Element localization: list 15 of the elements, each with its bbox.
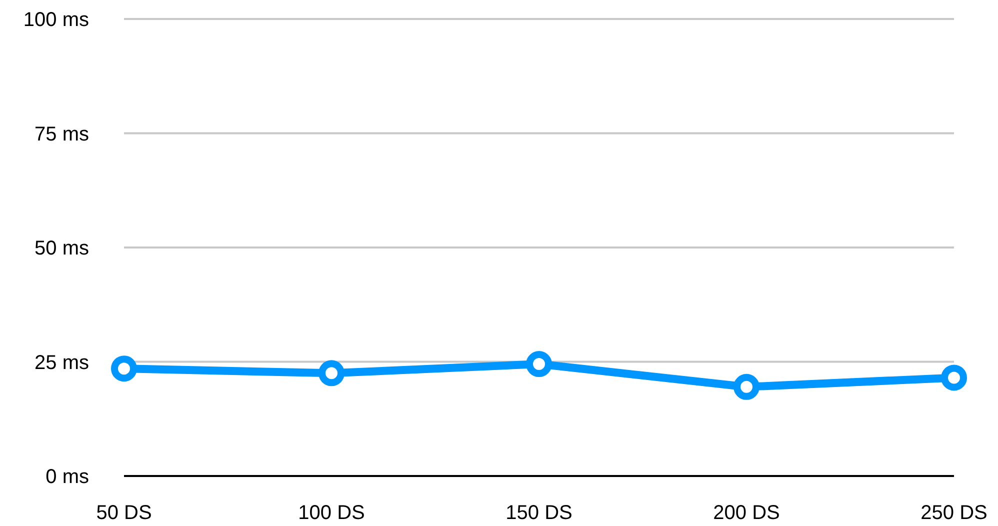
y-tick-label: 100 ms: [23, 9, 89, 31]
x-tick-label: 150 DS: [506, 502, 572, 524]
x-tick-label: 250 DS: [920, 502, 988, 524]
point: [526, 351, 552, 378]
point: [111, 356, 137, 382]
x-tick-label: 50 DS: [96, 502, 152, 524]
y-tick-label: 0 ms: [46, 466, 89, 488]
x-tick-label: 200 DS: [713, 502, 780, 524]
y-tick-label: 25 ms: [34, 352, 89, 374]
x-tick-label: 100 DS: [298, 502, 365, 524]
point: [318, 360, 344, 386]
y-tick-label: 50 ms: [34, 238, 89, 260]
point: [941, 364, 967, 391]
y-tick-label: 75 ms: [34, 123, 89, 146]
point: [734, 374, 760, 400]
